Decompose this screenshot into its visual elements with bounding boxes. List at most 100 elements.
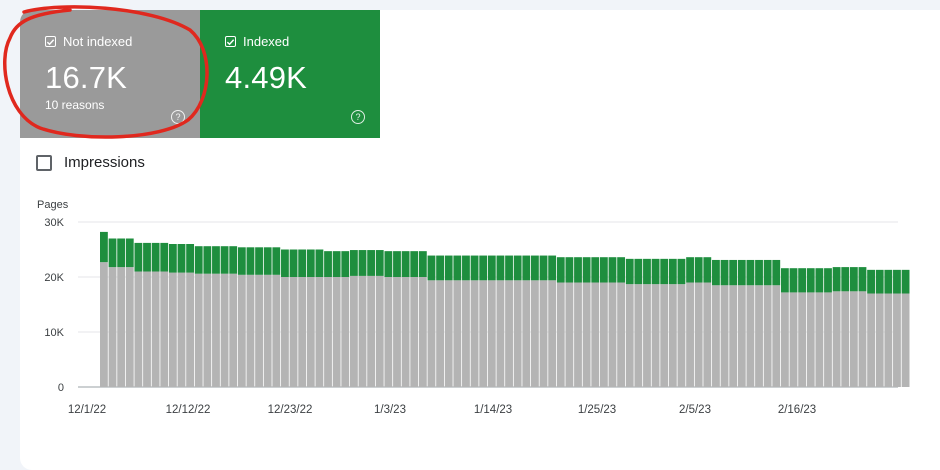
bar-indexed [531,255,539,281]
bar-not-indexed [505,280,513,387]
bar-not-indexed [755,285,763,387]
bar-indexed [427,255,436,281]
bar-indexed [306,249,315,277]
bar-indexed [875,269,884,294]
bar-indexed [229,246,238,274]
bar-indexed [867,269,875,294]
bar-not-indexed [712,285,720,387]
checkbox-checked-icon[interactable] [225,36,236,47]
bar-not-indexed [539,280,548,387]
bar-not-indexed [220,273,229,387]
bar-not-indexed [427,280,436,387]
x-tick-label: 2/16/23 [778,404,816,416]
bar-indexed [548,255,557,281]
bar-indexed [332,251,341,277]
bar-not-indexed [617,282,626,387]
bar-not-indexed [832,291,841,387]
x-tick-label: 12/1/22 [68,404,106,416]
bar-indexed [444,255,453,281]
bar-indexed [496,255,505,281]
bar-not-indexed [634,284,643,387]
bar-not-indexed [703,282,712,387]
impressions-toggle[interactable]: Impressions [36,154,145,171]
bar-indexed [134,242,143,272]
bar-not-indexed [522,280,531,387]
bar-not-indexed [746,285,755,387]
bar-indexed [686,257,694,283]
bar-indexed [849,267,858,292]
y-tick-label: 20K [44,272,64,284]
bar-not-indexed [470,280,479,387]
bar-indexed [858,267,867,292]
help-icon[interactable]: ? [351,110,365,124]
bar-not-indexed [203,273,212,387]
bar-indexed [203,246,212,274]
bar-indexed [289,249,298,277]
bar-not-indexed [901,293,910,387]
bar-not-indexed [418,277,427,387]
x-tick-label: 12/12/22 [166,404,211,416]
checkbox-unchecked-icon[interactable] [36,154,52,171]
bar-indexed [315,249,324,277]
bar-not-indexed [531,280,539,387]
bar-not-indexed [893,293,901,387]
bar-not-indexed [686,282,694,387]
bar-not-indexed [599,282,608,387]
bar-not-indexed [694,282,703,387]
bar-indexed [177,244,186,273]
bar-indexed [565,257,574,283]
bar-indexed [281,249,289,277]
bar-indexed [513,255,522,281]
bar-not-indexed [117,267,126,387]
bar-indexed [763,259,772,286]
bar-not-indexed [212,273,220,387]
bar-not-indexed [574,282,582,387]
bar-indexed [212,246,220,274]
bar-indexed [884,269,893,294]
bar-not-indexed [324,277,332,387]
bar-indexed [324,251,332,277]
bar-indexed [625,258,634,285]
x-tick-label: 1/14/23 [474,404,512,416]
bar-not-indexed [513,280,522,387]
bar-not-indexed [841,291,850,387]
bar-indexed [384,251,393,277]
bar-indexed [798,268,807,293]
bar-not-indexed [186,272,195,387]
bar-indexed [479,255,488,281]
bar-not-indexed [134,271,143,387]
bar-not-indexed [556,282,565,387]
bar-not-indexed [849,291,858,387]
bar-not-indexed [824,292,832,387]
bar-not-indexed [651,284,660,387]
bar-not-indexed [263,274,272,387]
bar-indexed [186,244,195,273]
bar-not-indexed [168,272,177,387]
bar-not-indexed [625,284,634,387]
bar-indexed [375,250,384,276]
bar-not-indexed [401,277,410,387]
bar-indexed [143,242,151,272]
indexed-count: 4.49K [225,60,308,95]
indexed-tile[interactable]: Indexed 4.49K ? [200,10,380,138]
bar-indexed [453,255,462,281]
bar-not-indexed [884,293,893,387]
bar-not-indexed [332,277,341,387]
bar-indexed [617,257,626,283]
bar-indexed [108,238,117,268]
bar-indexed [772,259,781,286]
bar-indexed [668,258,677,285]
bar-indexed [789,268,798,293]
bar-indexed [151,242,160,272]
bar-indexed [556,257,565,283]
bar-not-indexed [720,285,729,387]
bar-not-indexed [806,292,815,387]
bar-indexed [298,249,307,277]
bar-indexed [487,255,496,281]
bar-not-indexed [643,284,651,387]
bar-indexed [720,259,729,286]
bar-indexed [806,268,815,293]
bar-not-indexed [479,280,488,387]
bar-not-indexed [289,277,298,387]
bar-not-indexed [487,280,496,387]
